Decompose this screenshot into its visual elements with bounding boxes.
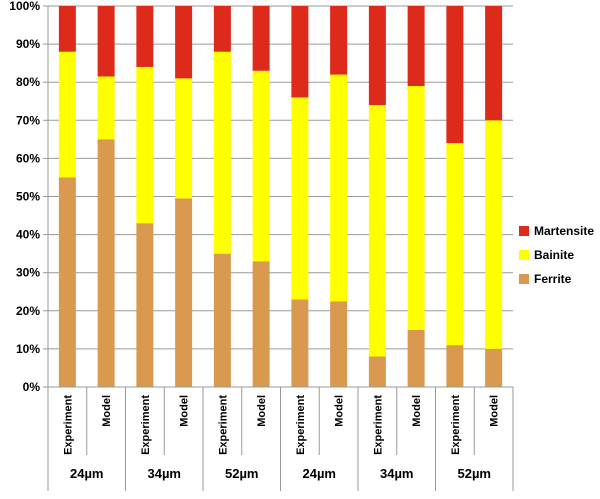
axes [47,6,514,491]
legend-label-martensite: Martensite [534,224,594,238]
legend-label-bainite: Bainite [534,248,574,262]
y-tick-label: 10% [16,342,40,356]
bar-segment-bainite [330,74,348,302]
x-category-label: Experiment [140,395,152,455]
y-tick-label: 70% [16,113,40,127]
bar-segment-ferrite [213,253,231,387]
bar-segment-ferrite [97,139,115,387]
bar-segment-martensite [407,6,425,87]
bar-segment-ferrite [446,345,464,387]
y-tick-label: 20% [16,304,40,318]
bar-segment-martensite [368,6,386,106]
bar-segment-ferrite [407,329,425,387]
y-tick-label: 60% [16,151,40,165]
bars [58,6,503,387]
bar-segment-martensite [252,6,270,71]
gridlines [43,5,513,388]
x-category-label: Experiment [450,395,462,455]
bar-segment-bainite [446,143,464,346]
legend-swatch-martensite [519,226,529,236]
bar-segment-martensite [330,6,348,75]
bar-segment-bainite [291,97,309,300]
y-axis-ticks: 0% 10% 20% 30% 40% 50% 60% 70% 80% 90% 100% [9,0,40,394]
x-category-label: Experiment [62,395,74,455]
legend-swatch-ferrite [519,274,529,284]
legend-label-ferrite: Ferrite [534,272,572,286]
bar-segment-ferrite [252,261,270,387]
bar-segment-martensite [291,6,309,98]
bar-segment-bainite [407,86,425,330]
bar-segment-ferrite [330,301,348,387]
bar-segment-ferrite [485,348,503,387]
x-axis-categories: Experiment Model Experiment Model Experiment… [62,395,500,455]
legend-swatch-bainite [519,250,529,260]
x-category-label: Model [256,395,268,427]
y-tick-label: 80% [16,75,40,89]
bar-segment-martensite [446,6,464,144]
x-category-label: Experiment [372,395,384,455]
x-category-label: Model [489,395,501,427]
y-tick-label: 100% [9,0,40,13]
bar-segment-ferrite [136,223,154,387]
y-tick-label: 50% [16,190,40,204]
bar-segment-bainite [252,70,270,262]
y-tick-label: 40% [16,228,40,242]
bar-segment-martensite [213,6,231,52]
bar-segment-martensite [97,6,115,77]
bar-segment-martensite [175,6,193,79]
bar-segment-martensite [485,6,503,121]
bar-segment-bainite [213,51,231,254]
x-category-label: Experiment [217,395,229,455]
bar-segment-ferrite [291,299,309,387]
bar-segment-martensite [58,6,76,52]
x-group-label: 52µm [457,466,491,481]
x-category-label: Model [101,395,113,427]
x-category-label: Model [179,395,191,427]
bar-segment-martensite [136,6,154,67]
x-group-label: 24µm [302,466,336,481]
bar-segment-bainite [485,120,503,349]
y-tick-label: 90% [16,37,40,51]
legend: Martensite Bainite Ferrite [519,224,594,286]
x-group-label: 52µm [225,466,259,481]
bar-segment-bainite [58,51,76,178]
x-group-label: 24µm [70,466,104,481]
x-category-label: Model [334,395,346,427]
x-category-label: Model [411,395,423,427]
bar-segment-bainite [97,76,115,140]
y-tick-label: 0% [23,380,41,394]
bar-segment-ferrite [175,198,193,387]
x-group-label: 34µm [380,466,414,481]
bar-segment-bainite [175,78,193,199]
x-category-label: Experiment [295,395,307,455]
bar-segment-bainite [136,66,154,224]
y-tick-label: 30% [16,266,40,280]
x-axis-groups: 24µm 34µm 52µm 24µm 34µm 52µm [70,466,491,481]
bar-segment-bainite [368,105,386,357]
bar-segment-ferrite [368,356,386,387]
bar-segment-ferrite [58,177,76,387]
x-group-label: 34µm [147,466,181,481]
